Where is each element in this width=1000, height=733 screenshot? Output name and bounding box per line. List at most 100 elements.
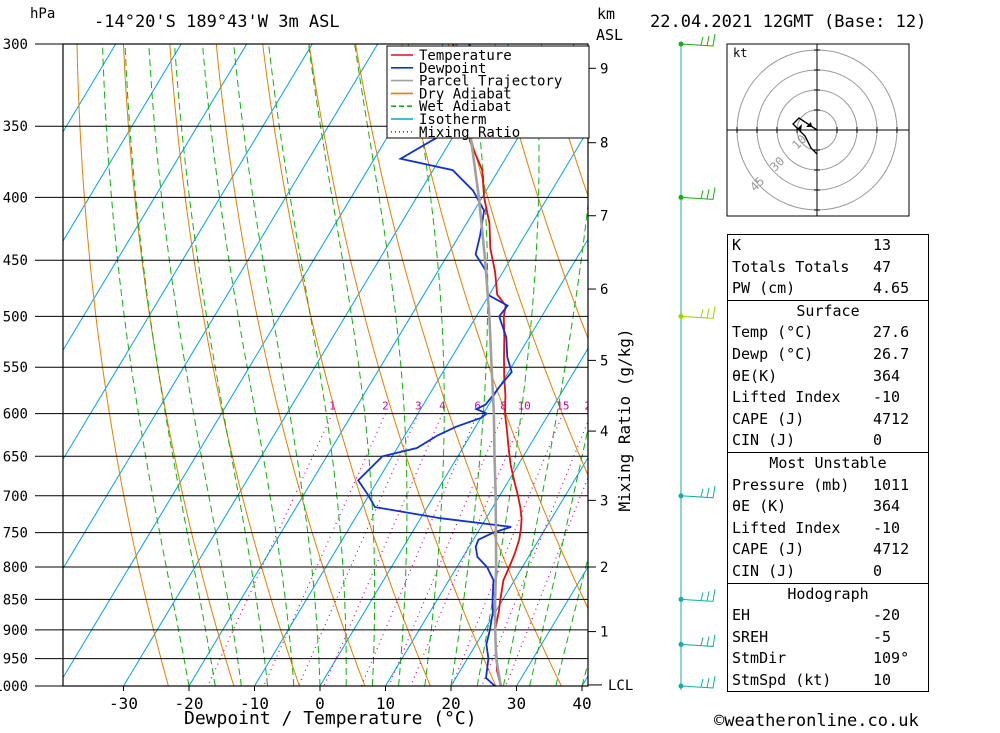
- isotherm-line: [516, 565, 588, 686]
- x-tick-label: -10: [240, 694, 269, 713]
- most-unstable-row: CAPE (J) 4712: [728, 539, 928, 561]
- row-value: 27.6: [873, 323, 910, 342]
- mixing-ratio-label: 10: [518, 400, 531, 413]
- isotherm-line: [123, 44, 510, 686]
- row-label: PW (cm): [732, 279, 796, 298]
- row-value: 0: [873, 431, 883, 450]
- row-label: StmSpd (kt): [732, 670, 832, 689]
- hodograph-unit-label: kt: [733, 46, 747, 60]
- row-label: StmDir: [732, 649, 787, 668]
- mixing-ratio-line: [451, 413, 564, 686]
- wet-adiabat-line: [555, 555, 588, 686]
- pressure-tick-label: 600: [3, 407, 28, 423]
- x-tick-label: -30: [109, 694, 138, 713]
- hodograph-table-row: SREH -5: [728, 627, 928, 649]
- row-value: 4.65: [873, 279, 910, 298]
- most-unstable-row: Pressure (mb) 1011: [728, 475, 928, 497]
- series-line-parcel-trajectory: [455, 44, 503, 686]
- location-title: -14°20'S 189°43'W 3m ASL: [94, 12, 340, 32]
- isotherm-line: [450, 456, 588, 686]
- isotherm-line: [63, 44, 313, 461]
- pressure-tick-label: 1000: [0, 679, 28, 695]
- row-value: 4712: [873, 540, 910, 559]
- wind-barb: [680, 485, 716, 499]
- mixing-ratio-label: 15: [556, 400, 569, 413]
- series-line-temperature: [452, 44, 523, 686]
- most-unstable-row: Lifted Index -10: [728, 518, 928, 540]
- row-label: Lifted Index: [732, 388, 841, 407]
- pressure-tick-label: 950: [3, 652, 28, 668]
- copyright-link[interactable]: ©weatheronline.co.uk: [714, 711, 919, 731]
- mixing-ratio-label: 1: [329, 400, 336, 413]
- isotherm-line: [63, 44, 248, 352]
- asl-unit-label: ASL: [596, 26, 624, 44]
- wet-adiabat-line: [354, 44, 408, 686]
- row-label: Temp (°C): [732, 323, 814, 342]
- dry-adiabat-line: [215, 44, 366, 686]
- mixing-ratio-line: [388, 413, 505, 686]
- wind-barb: [680, 634, 716, 647]
- row-label: K: [732, 236, 742, 254]
- legend-entry-label: Isotherm: [419, 112, 486, 128]
- dry-adiabat-line: [959, 44, 1000, 686]
- pressure-tick-label: 400: [3, 190, 28, 206]
- mixing-ratio-line: [297, 413, 419, 686]
- km-tick-label: 7: [600, 209, 608, 225]
- pressure-tick-label: 300: [3, 37, 28, 53]
- row-label: CAPE (J): [732, 409, 805, 428]
- most-unstable-row: θE (K) 364: [728, 496, 928, 518]
- wet-adiabat-line: [268, 44, 347, 686]
- surface-row: Dewp (°C) 26.7: [728, 344, 928, 366]
- surface-row: CAPE (J) 4712: [728, 409, 928, 431]
- most-unstable-row: CIN (J) 0: [728, 561, 928, 583]
- indices-table: K 13 Totals Totals 47 PW (cm) 4.65 Surface Te…: [727, 234, 929, 693]
- hodograph-table-row: EH -20: [728, 605, 928, 627]
- row-value: 26.7: [873, 344, 910, 363]
- dry-adiabat-line: [494, 44, 588, 340]
- mixing-ratio-label: 6: [474, 400, 481, 413]
- pressure-tick-label: 750: [3, 526, 28, 542]
- mixing-ratio-line: [505, 475, 588, 686]
- row-label: θE (K): [732, 497, 787, 516]
- km-tick-label: 4: [600, 424, 608, 440]
- legend-entry-label: Dry Adiabat: [419, 86, 512, 102]
- dry-adiabat-line: [76, 44, 169, 686]
- row-value: -5: [873, 627, 892, 646]
- row-value: 109°: [873, 649, 910, 668]
- pressure-tick-label: 650: [3, 449, 28, 465]
- hodograph-storm-marker: [796, 122, 812, 131]
- row-value: 4712: [873, 409, 910, 428]
- surface-row: θE(K) 364: [728, 366, 928, 388]
- isotherm-line: [319, 238, 588, 686]
- row-label: CIN (J): [732, 431, 796, 450]
- wet-adiabat-line: [407, 44, 445, 686]
- wind-barb: [680, 187, 716, 200]
- hodograph-table-row: StmSpd (kt) 10: [728, 670, 928, 692]
- wind-barb: [680, 675, 716, 689]
- row-label: EH: [732, 606, 751, 625]
- isotherm-line: [188, 44, 575, 686]
- row-value: 13: [873, 236, 892, 254]
- row-value: 10: [873, 670, 892, 689]
- surface-row: Lifted Index -10: [728, 387, 928, 409]
- x-tick-label: 30: [507, 694, 526, 713]
- pressure-tick-label: 350: [3, 119, 28, 135]
- km-unit-label: km: [597, 5, 616, 23]
- plot-frame: [62, 43, 589, 687]
- km-tick-label: 3: [600, 493, 608, 509]
- series-line-dewpoint: [357, 44, 513, 686]
- most-unstable-title: Most Unstable: [769, 453, 887, 472]
- isotherm-line: [385, 347, 588, 686]
- legend-entry-label: Temperature: [419, 48, 512, 64]
- km-tick-label: 6: [600, 282, 608, 298]
- row-label: Pressure (mb): [732, 475, 850, 494]
- row-label: Totals Totals: [732, 257, 850, 276]
- pressure-tick-label: 550: [3, 360, 28, 376]
- dry-adiabat-line: [262, 44, 431, 686]
- pressure-tick-label: 500: [3, 309, 28, 325]
- hodograph-table-row: StmDir 109°: [728, 648, 928, 670]
- row-label: SREH: [732, 627, 769, 646]
- x-tick-label: -20: [175, 694, 204, 713]
- wet-adiabat-line: [308, 44, 376, 686]
- wind-barb: [680, 33, 716, 47]
